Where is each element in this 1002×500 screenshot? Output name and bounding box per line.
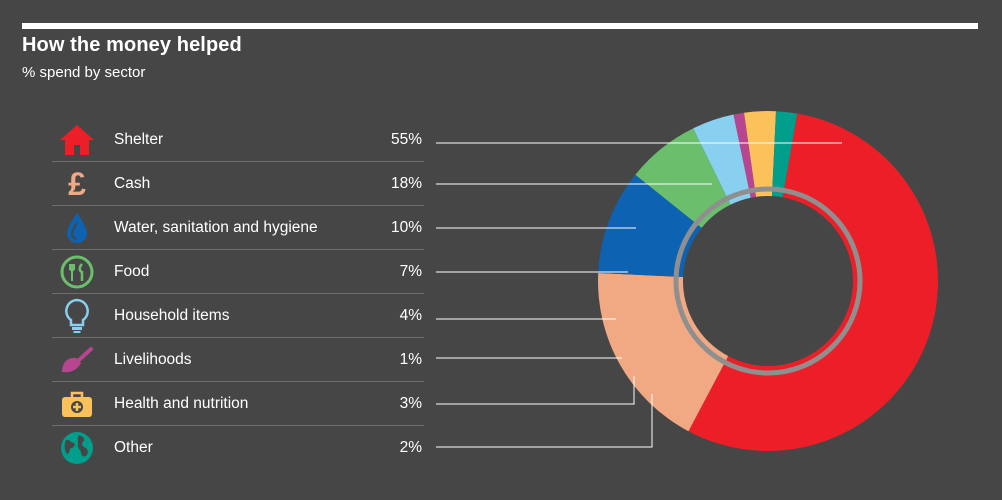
donut-slice-water-sanitation-and-hygiene (598, 174, 702, 277)
legend-row-shelter: Shelter 55% (52, 118, 424, 162)
donut-slice-food (635, 128, 731, 228)
legend-value: 2% (399, 438, 422, 456)
legend-label: Cash (114, 174, 151, 192)
chart-title: How the money helped (22, 34, 242, 56)
house-icon (52, 119, 102, 161)
legend-row-health: Health and nutrition 3% (52, 382, 424, 426)
legend-row-water: Water, sanitation and hygiene 10% (52, 206, 424, 250)
legend-row-household: Household items 4% (52, 294, 424, 338)
legend-label: Food (114, 262, 150, 280)
chart-subtitle: % spend by sector (22, 64, 146, 81)
donut-slice-shelter (688, 113, 938, 452)
legend-value: 4% (399, 306, 422, 324)
leader-line-other (436, 394, 653, 448)
leader-line-health (436, 376, 635, 405)
legend-row-livelihoods: Livelihoods 1% (52, 338, 424, 382)
legend-label: Shelter (114, 130, 164, 148)
legend-row-other: Other 2% (52, 426, 424, 469)
legend-value: 10% (390, 218, 422, 236)
legend-value: 3% (399, 394, 422, 412)
legend-value: 1% (399, 350, 422, 368)
water-drop-icon (52, 207, 102, 249)
donut-slice-health-and-nutrition (744, 111, 777, 197)
lightbulb-icon (52, 295, 102, 337)
legend-value: 55% (390, 130, 422, 148)
legend-value: 7% (399, 262, 422, 280)
svg-text:£: £ (68, 168, 86, 200)
medical-kit-icon (52, 383, 102, 425)
legend-label: Health and nutrition (114, 394, 249, 412)
trowel-icon (52, 339, 102, 381)
donut-slice-other (772, 111, 798, 198)
title-rule (22, 23, 978, 29)
pound-icon: £ (52, 163, 102, 205)
donut-slice-livelihoods (733, 112, 757, 198)
food-icon (52, 251, 102, 293)
legend-label: Water, sanitation and hygiene (114, 218, 318, 236)
globe-icon (52, 427, 102, 469)
legend-value: 18% (390, 174, 422, 192)
legend-label: Livelihoods (114, 350, 192, 368)
donut-slice-household-items (693, 114, 751, 205)
donut-slice-cash (598, 272, 729, 432)
legend-row-cash: £ Cash 18% (52, 162, 424, 206)
legend: Shelter 55% £ Cash 18% Water, sanitation… (52, 118, 424, 469)
legend-row-food: Food 7% (52, 250, 424, 294)
legend-label: Household items (114, 306, 230, 324)
legend-label: Other (114, 438, 153, 456)
inner-ring (673, 186, 863, 376)
